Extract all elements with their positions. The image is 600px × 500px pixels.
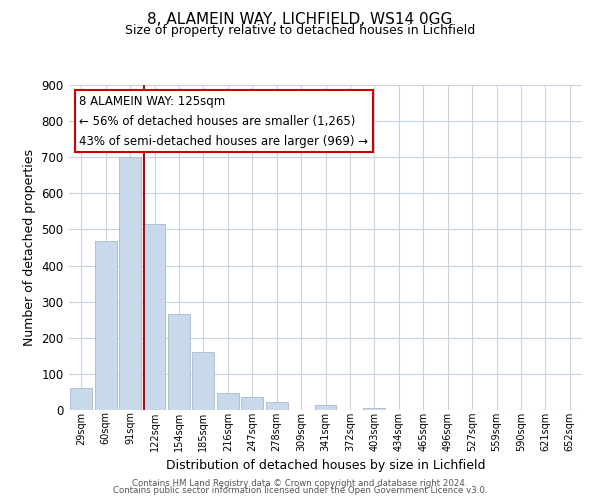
Text: Contains HM Land Registry data © Crown copyright and database right 2024.: Contains HM Land Registry data © Crown c…	[132, 478, 468, 488]
Bar	[266, 402, 287, 410]
Bar	[70, 388, 92, 410]
Bar	[314, 406, 337, 410]
Bar	[193, 352, 214, 410]
Bar	[217, 393, 239, 410]
Bar	[143, 224, 166, 410]
Bar	[119, 157, 141, 410]
Bar	[241, 398, 263, 410]
Bar	[168, 314, 190, 410]
Y-axis label: Number of detached properties: Number of detached properties	[23, 149, 35, 346]
Text: 8 ALAMEIN WAY: 125sqm
← 56% of detached houses are smaller (1,265)
43% of semi-d: 8 ALAMEIN WAY: 125sqm ← 56% of detached …	[79, 94, 368, 148]
Text: Contains public sector information licensed under the Open Government Licence v3: Contains public sector information licen…	[113, 486, 487, 495]
Bar	[95, 242, 116, 410]
Text: 8, ALAMEIN WAY, LICHFIELD, WS14 0GG: 8, ALAMEIN WAY, LICHFIELD, WS14 0GG	[148, 12, 452, 28]
X-axis label: Distribution of detached houses by size in Lichfield: Distribution of detached houses by size …	[166, 459, 485, 472]
Bar	[364, 408, 385, 410]
Text: Size of property relative to detached houses in Lichfield: Size of property relative to detached ho…	[125, 24, 475, 37]
